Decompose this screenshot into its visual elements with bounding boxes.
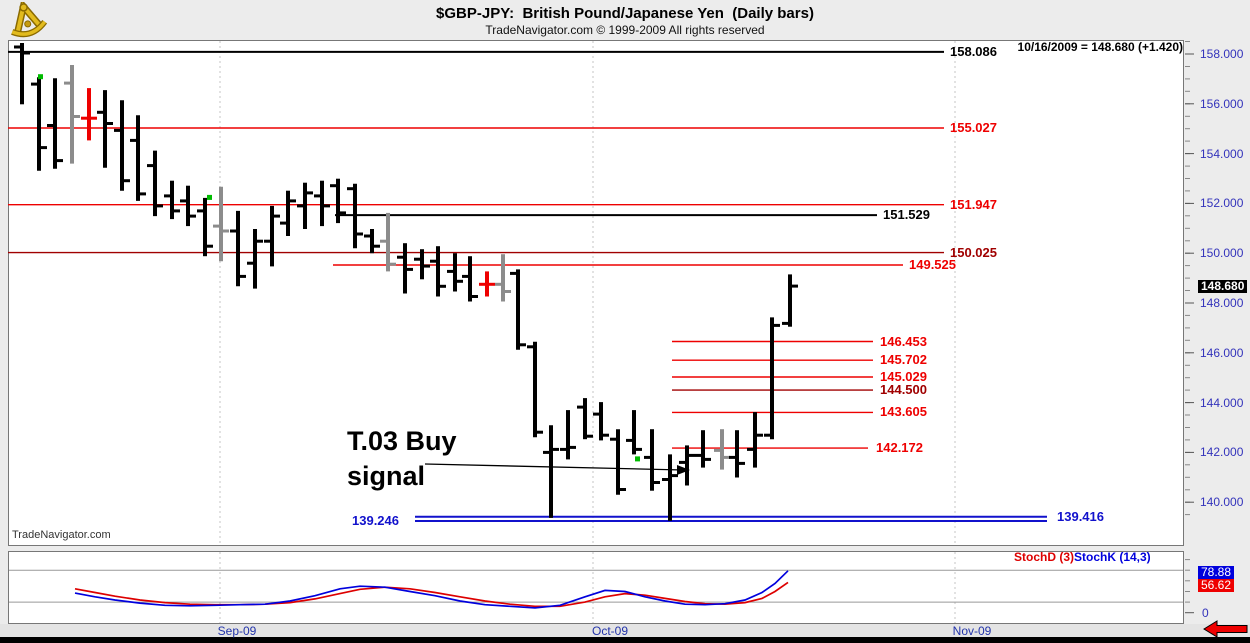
chart-subtitle: TradeNavigator.com © 1999-2009 All right…	[485, 23, 765, 37]
price-level-label: 149.525	[909, 257, 956, 273]
y-axis-label: 150.000	[1200, 246, 1244, 261]
x-axis-label: Sep-09	[217, 624, 257, 638]
price-panel	[8, 40, 1184, 546]
x-axis-label: Oct-09	[591, 624, 628, 638]
y-axis-label: 156.000	[1200, 96, 1244, 111]
buy-signal-annotation: T.03 Buy signal	[347, 424, 457, 493]
price-level-label: 146.453	[880, 333, 927, 349]
price-level-label: 142.172	[876, 440, 923, 456]
stochastic-panel	[8, 551, 1184, 624]
price-level-label: 151.947	[950, 196, 997, 212]
price-level-label: 151.529	[883, 207, 930, 223]
y-axis-label: 142.000	[1200, 445, 1244, 460]
stoch-zero-label: 0	[1202, 605, 1209, 620]
chart-title: $GBP-JPY: British Pound/Japanese Yen (Da…	[436, 5, 814, 22]
price-level-label: 158.086	[950, 43, 997, 59]
price-level-label: 139.246	[352, 512, 399, 528]
last-price-badge: 148.680	[1198, 280, 1248, 293]
y-axis-label: 158.000	[1200, 47, 1244, 61]
price-level-label: 144.500	[880, 382, 927, 398]
y-axis-label: 146.000	[1200, 345, 1244, 360]
price-level-label: 155.027	[950, 120, 997, 136]
y-axis-label: 154.000	[1200, 146, 1244, 161]
buy-signal-annotation-line1: T.03 Buy	[347, 426, 457, 456]
stoch-k-legend: StochK (14,3)	[1074, 550, 1151, 564]
price-level-label: 139.416	[1057, 508, 1104, 524]
chart-header: $GBP-JPY: British Pound/Japanese Yen (Da…	[0, 0, 1250, 40]
y-axis-label: 144.000	[1200, 395, 1244, 410]
stoch-k-value-badge: 78.88	[1198, 566, 1235, 579]
price-level-label: 145.702	[880, 352, 927, 368]
y-axis-label: 140.000	[1200, 495, 1244, 510]
price-level-label: 143.605	[880, 404, 927, 420]
trade-navigator-sextant-logo	[11, 2, 48, 38]
bottom-black-bar	[0, 637, 1250, 643]
x-axis-strip	[0, 624, 1250, 637]
price-level-label: 150.025	[950, 244, 997, 260]
watermark: TradeNavigator.com	[12, 529, 111, 541]
stoch-d-legend: StochD (3)	[1014, 550, 1074, 564]
buy-signal-annotation-line2: signal	[347, 460, 426, 491]
stoch-d-value-badge: 56.62	[1198, 579, 1235, 592]
y-axis-label: 152.000	[1200, 196, 1244, 211]
price-level-label: 145.029	[880, 368, 927, 384]
x-axis-label: Nov-09	[952, 624, 992, 638]
y-axis-label: 148.000	[1200, 296, 1244, 310]
last-quote-readout: 10/16/2009 = 148.680 (+1.420)	[1017, 40, 1183, 54]
